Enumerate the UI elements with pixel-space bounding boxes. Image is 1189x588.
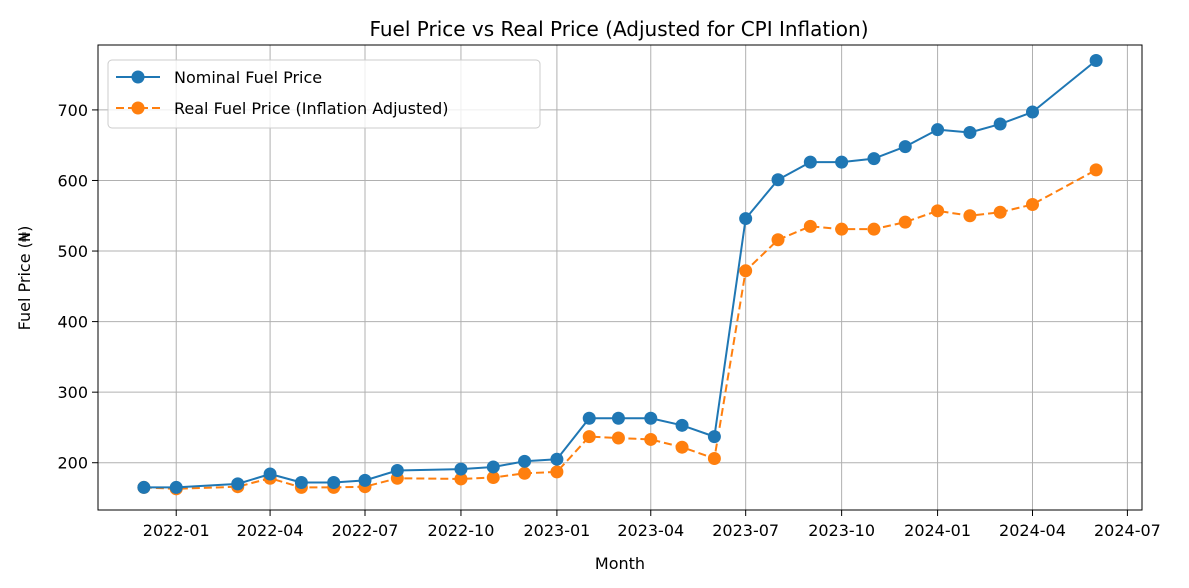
data-point-nominal [550,452,564,466]
data-point-real [803,219,817,233]
data-point-nominal [867,152,881,166]
data-point-real [611,431,625,445]
y-tick-label: 700 [57,101,88,120]
x-tick-label: 2022-10 [428,521,495,540]
legend-label-nominal: Nominal Fuel Price [174,68,322,87]
data-point-nominal [835,155,849,169]
x-axis: 2022-01 2022-04 2022-07 2022-10 2023-01 2023-… [143,510,1161,540]
x-tick-label: 2022-04 [237,521,304,540]
plot-frame [97,44,1143,511]
legend-label-real: Real Fuel Price (Inflation Adjusted) [174,99,449,118]
data-point-real [486,471,500,485]
y-tick-label: 300 [57,383,88,402]
data-point-real [771,233,785,247]
data-point-nominal [771,173,785,187]
data-point-nominal [644,411,658,425]
data-point-nominal [1089,54,1103,68]
x-tick-label: 2024-04 [999,521,1066,540]
y-axis: 200 300 400 500 600 700 [57,101,98,473]
legend-marker-real [131,101,145,115]
x-tick-label: 2024-01 [904,521,971,540]
y-tick-label: 200 [57,454,88,473]
legend-box [107,59,541,129]
data-point-nominal [486,460,500,474]
data-point-real [582,430,596,444]
data-point-real [898,215,912,229]
y-tick-label: 500 [57,242,88,261]
data-point-nominal [582,411,596,425]
legend-marker-nominal [131,70,145,84]
data-point-real [675,440,689,454]
data-point-real [739,264,753,278]
data-point-nominal [169,480,183,494]
data-point-nominal [675,418,689,432]
data-point-nominal [358,473,372,487]
x-tick-label: 2022-01 [143,521,210,540]
data-point-real [518,466,532,480]
x-tick-label: 2022-07 [332,521,399,540]
data-point-real [993,205,1007,219]
data-point-nominal [231,477,245,491]
series-nominal [137,54,1103,494]
data-point-real [550,465,564,479]
series-line-real [143,169,1097,490]
data-point-nominal [611,411,625,425]
x-axis-label: Month [595,554,645,573]
data-point-nominal [518,454,532,468]
data-point-real [835,222,849,236]
data-point-nominal [263,467,277,481]
data-point-real [1089,163,1103,177]
data-point-real [931,204,945,218]
x-tick-label: 2024-07 [1094,521,1161,540]
data-point-nominal [454,462,468,476]
x-tick-label: 2023-04 [617,521,684,540]
x-tick-label: 2023-01 [523,521,590,540]
data-point-real [644,432,658,446]
plot-series [137,54,1103,496]
y-axis-label: Fuel Price (₦) [15,226,34,331]
data-point-nominal [707,430,721,444]
data-point-real [454,472,468,486]
data-point-nominal [739,212,753,226]
data-point-real [1025,197,1039,211]
x-tick-label: 2023-10 [808,521,875,540]
data-point-nominal [294,475,308,489]
legend: Nominal Fuel Price Real Fuel Price (Infl… [107,59,541,129]
data-point-real [707,451,721,465]
data-point-nominal [898,140,912,154]
data-point-real [963,209,977,223]
data-point-nominal [327,475,341,489]
x-tick-label: 2023-07 [712,521,779,540]
data-point-nominal [390,463,404,477]
data-point-nominal [803,155,817,169]
data-point-nominal [137,480,151,494]
data-point-nominal [1025,105,1039,119]
data-point-nominal [963,125,977,139]
data-point-nominal [993,117,1007,131]
y-tick-label: 600 [57,171,88,190]
chart-title: Fuel Price vs Real Price (Adjusted for C… [369,17,868,41]
series-line-nominal [143,59,1097,489]
data-point-real [867,222,881,236]
y-tick-label: 400 [57,313,88,332]
data-point-nominal [931,123,945,137]
